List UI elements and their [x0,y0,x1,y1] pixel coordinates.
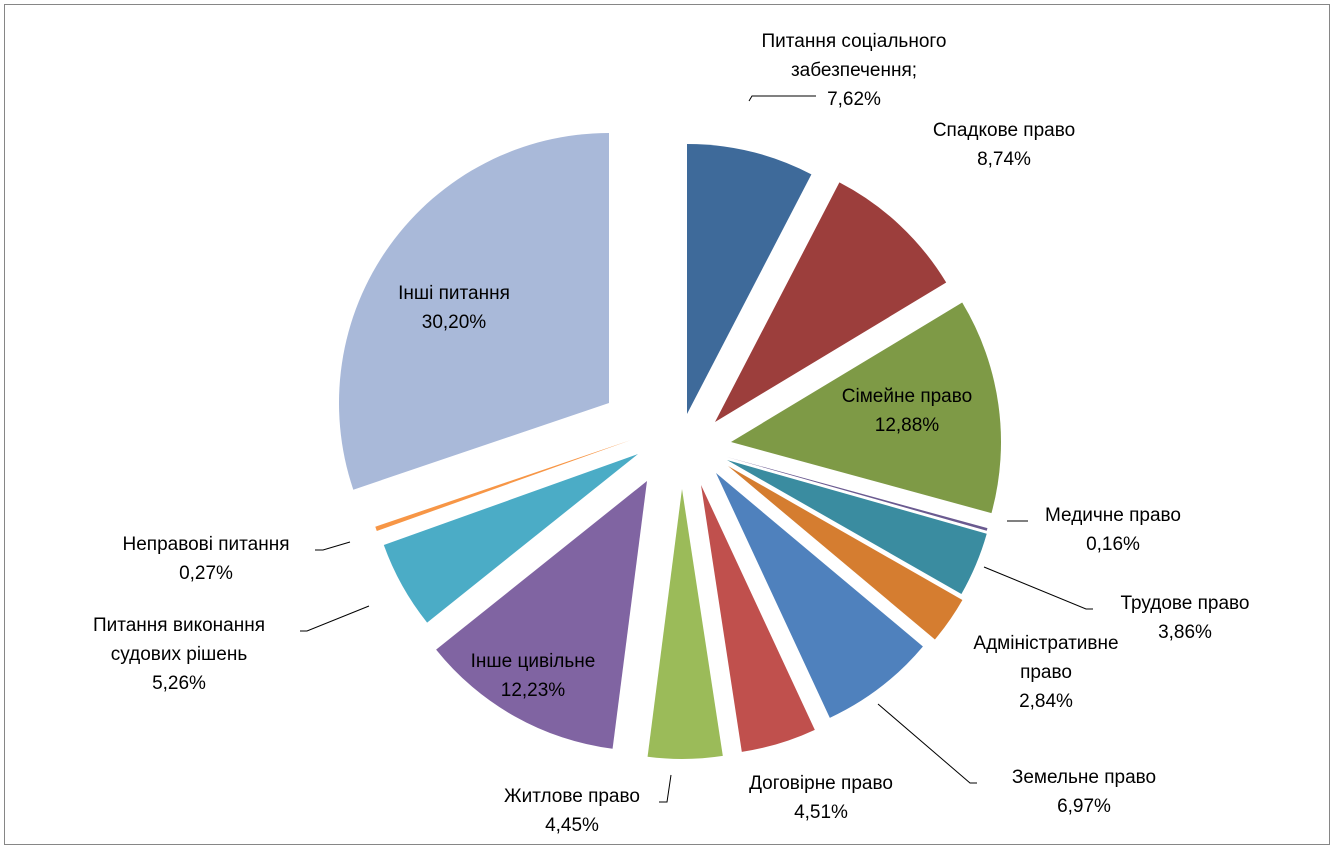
slice-label-line: Сімейне право [842,386,972,407]
leader-line [748,95,816,102]
slice-label: Питання виконання судових рішень 5,26% [93,615,265,694]
slice-label-line: 4,45% [545,815,599,836]
slice-label-line: Адміністративне [973,633,1118,654]
pie-slice [339,133,609,490]
pie-slice [436,481,647,749]
slice-label-line: Договірне право [749,773,893,794]
pie-chart: Питання соціального забезпечення; 7,62% Спа… [93,31,1250,836]
slice-label: Питання соціального забезпечення; 7,62% [762,31,947,110]
slice-label: Медичне право 0,16% [1045,505,1181,555]
leader-line [300,605,370,632]
slice-label-line: Питання виконання [93,615,265,636]
slice-label-line: Трудове право [1120,593,1249,614]
slice-label: Договірне право 4,51% [749,773,893,823]
slice-label: Інше цивільне 12,23% [471,651,596,701]
slice-label: Житлове право 4,45% [504,786,640,836]
slice-label-line: 4,51% [794,802,848,823]
slice-label-line: Медичне право [1045,505,1181,526]
slice-label-line: Інші питання [398,283,510,304]
slice-label-line: 7,62% [827,89,881,110]
pie-slice [687,144,812,414]
slice-label: Адміністративне право 2,84% [973,633,1118,712]
slice-label: Трудове право 3,86% [1120,593,1249,643]
pie-slice [375,440,631,532]
slice-label-line: 5,26% [152,673,206,694]
chart-area: Питання соціального забезпечення; 7,62% Спа… [4,4,1330,845]
slice-label-line: 30,20% [422,312,487,333]
leader-line [983,566,1093,610]
pie-slice [701,485,815,752]
slice-label-line: 6,97% [1057,796,1111,817]
slice-label-line: 12,88% [875,415,940,436]
leader-line [315,541,351,551]
slice-label: Сімейне право 12,88% [842,386,972,436]
pie-slice [715,182,947,422]
slice-label-line: Земельне право [1012,767,1156,788]
slice-label-line: 3,86% [1158,622,1212,643]
pie-slice [383,454,638,623]
slice-label: Інші питання 30,20% [398,283,510,333]
slice-label: Земельне право 6,97% [1012,767,1156,817]
pie-slice [727,460,987,594]
pie-slice [727,457,988,531]
slice-label-line: право [1020,662,1072,683]
leader-line [877,703,977,784]
slice-label-line: 0,16% [1086,534,1140,555]
slice-label-line: Питання соціального [762,31,947,52]
pie-slice [731,302,1002,514]
pie-slice [716,473,923,718]
slice-label-line: Житлове право [504,786,640,807]
pie-slice [647,489,723,760]
slice-label-line: забезпечення; [791,60,917,81]
pie-slice [728,466,963,640]
slice-label-line: Неправові питання [123,534,290,555]
slice-label-line: Спадкове право [933,120,1075,141]
slice-label: Спадкове право 8,74% [933,120,1075,170]
slice-label-line: судових рішень [111,644,248,665]
slice-label-line: 0,27% [179,563,233,584]
slice-label-line: Інше цивільне [471,651,596,672]
slice-label-line: 12,23% [501,680,566,701]
slice-label-line: 8,74% [977,149,1031,170]
slice-label: Неправові питання 0,27% [123,534,290,584]
leader-line [659,774,672,803]
slice-label-line: 2,84% [1019,691,1073,712]
